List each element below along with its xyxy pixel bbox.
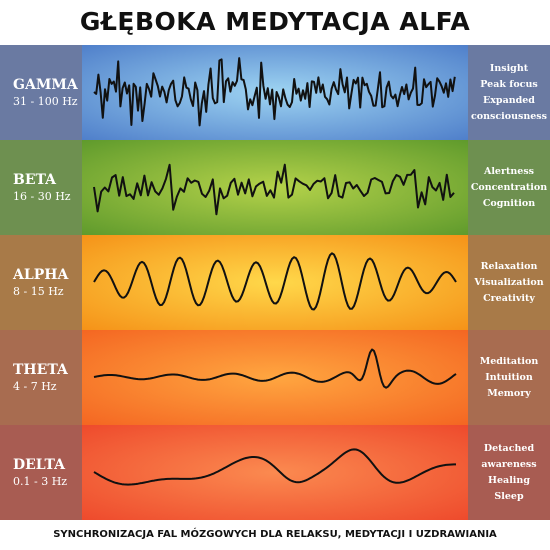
band-delta-name: DELTA [13, 456, 66, 473]
band-delta-wave [93, 448, 456, 486]
band-alpha-effect: Relaxation [480, 260, 538, 272]
band-gamma-range: 31 - 100 Hz [13, 94, 78, 108]
band-alpha-effects-panel: Relaxation Visualization Creativity [468, 235, 550, 330]
band-alpha-range: 8 - 15 Hz [13, 284, 64, 298]
band-beta-effect: Cognition [482, 197, 536, 209]
band-theta-effect: Meditation [479, 355, 539, 367]
band-gamma-effects-panel: Insight Peak focus Expanded consciousnes… [468, 45, 550, 140]
band-delta-range: 0.1 - 3 Hz [13, 474, 68, 488]
band-theta: THETA 4 - 7 Hz Meditation Intuition Memo… [0, 330, 550, 425]
band-beta-name: BETA [13, 171, 57, 188]
band-theta-range: 4 - 7 Hz [13, 379, 57, 393]
band-delta-label-panel: DELTA 0.1 - 3 Hz [0, 425, 82, 520]
band-beta-range: 16 - 30 Hz [13, 189, 71, 203]
band-beta-wave [93, 163, 455, 216]
brainwave-chart: GAMMA 31 - 100 Hz Insight Peak focus Exp… [0, 45, 550, 520]
band-delta: DELTA 0.1 - 3 Hz Detached awareness Heal… [0, 425, 550, 520]
band-gamma-effect: Peak focus [480, 78, 538, 90]
band-theta-label-panel: THETA 4 - 7 Hz [0, 330, 82, 425]
band-theta-wave [93, 348, 457, 389]
band-beta-wave-line [93, 163, 455, 216]
band-gamma: GAMMA 31 - 100 Hz Insight Peak focus Exp… [0, 45, 550, 140]
band-gamma-effect: consciousness [470, 110, 547, 122]
band-delta-wave-line [93, 448, 456, 486]
band-alpha-effect: Creativity [483, 292, 535, 304]
band-alpha-wave-area [82, 235, 468, 330]
band-gamma-name: GAMMA [13, 76, 78, 93]
band-beta-effects-panel: Alertness Concentration Cognition [468, 140, 550, 235]
band-theta-effect: Memory [487, 387, 531, 399]
band-beta-effect: Concentration [470, 181, 548, 193]
band-beta-effect: Alertness [483, 165, 535, 177]
band-delta-effect: awareness [481, 458, 537, 470]
poster-title: GŁĘBOKA MEDYTACJA ALFA [79, 7, 471, 36]
band-alpha-wave-line [93, 252, 457, 311]
band-delta-effect: Detached [483, 442, 535, 454]
band-delta-effect: Healing [488, 474, 530, 486]
band-gamma-effect: Expanded [483, 94, 535, 106]
band-theta-effect: Intuition [485, 371, 533, 383]
band-alpha-wave [93, 252, 457, 311]
band-theta-name: THETA [13, 361, 68, 378]
band-theta-wave-line [93, 348, 457, 389]
band-alpha-label-panel: ALPHA 8 - 15 Hz [0, 235, 82, 330]
band-gamma-effect: Insight [489, 62, 529, 74]
band-gamma-wave [93, 57, 456, 127]
band-alpha-effect: Visualization [474, 276, 544, 288]
band-theta-effects-panel: Meditation Intuition Memory [468, 330, 550, 425]
band-gamma-label-panel: GAMMA 31 - 100 Hz [0, 45, 82, 140]
poster-footer: SYNCHRONIZACJA FAL MÓZGOWYCH DLA RELAKSU… [53, 529, 497, 540]
band-delta-wave-area [82, 425, 468, 520]
band-beta: BETA 16 - 30 Hz Alertness Concentration … [0, 140, 550, 235]
band-gamma-wave-line [93, 57, 456, 127]
band-alpha-name: ALPHA [13, 266, 69, 283]
band-alpha: ALPHA 8 - 15 Hz Relaxation Visualization… [0, 235, 550, 330]
band-delta-effects-panel: Detached awareness Healing Sleep [468, 425, 550, 520]
band-delta-effect: Sleep [494, 490, 524, 502]
band-beta-label-panel: BETA 16 - 30 Hz [0, 140, 82, 235]
